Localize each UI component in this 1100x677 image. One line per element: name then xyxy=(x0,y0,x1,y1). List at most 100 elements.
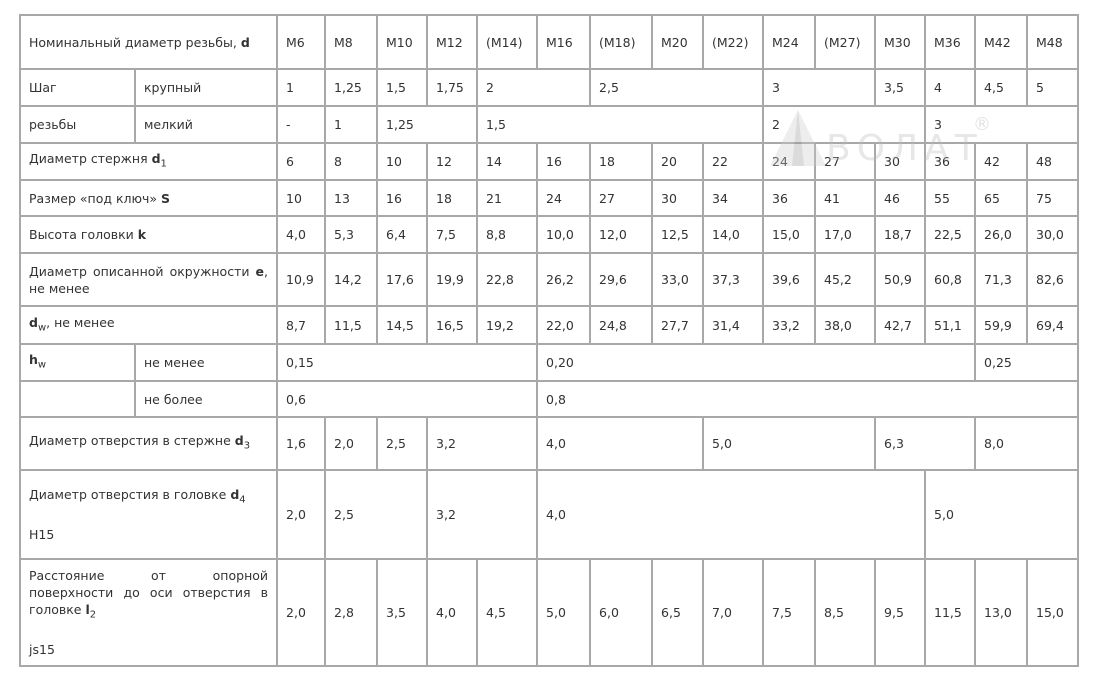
value-cell: 10 xyxy=(276,179,327,217)
row-label: Шаг xyxy=(19,68,136,107)
value-cell: 1,75 xyxy=(426,68,479,107)
subscript: 3 xyxy=(243,440,251,452)
value-cell: 5,0 xyxy=(924,469,1080,560)
value-cell: 2,5 xyxy=(324,469,429,560)
row-label: hw xyxy=(19,343,136,382)
value-cell: 16 xyxy=(536,142,592,181)
value-cell: 11,5 xyxy=(924,558,977,667)
value-cell: 6,5 xyxy=(651,558,705,667)
size-header: M24 xyxy=(762,14,817,70)
symbol: d xyxy=(230,487,240,503)
value-cell: 24,8 xyxy=(589,305,654,345)
label-suffix: , не менее xyxy=(29,263,269,296)
value-cell: 5,0 xyxy=(536,558,592,667)
label-text: Расстояние от опорной поверхности до оси… xyxy=(29,568,269,618)
value-cell: 7,0 xyxy=(702,558,765,667)
value-cell: 0,20 xyxy=(536,343,977,382)
value-cell: 19,2 xyxy=(476,305,539,345)
value-cell: 3,5 xyxy=(376,558,429,667)
value-cell: 5,3 xyxy=(324,215,379,254)
value-cell: 46 xyxy=(874,179,927,217)
value-cell: 19,9 xyxy=(426,252,479,307)
symbol: k xyxy=(137,227,147,242)
value-cell: 14,0 xyxy=(702,215,765,254)
size-header: M42 xyxy=(974,14,1029,70)
thread-dimensions-table: Номинальный диаметр резьбы, d M6 M8 M10 M12(… xyxy=(18,14,1080,667)
value-cell: 2,0 xyxy=(276,558,327,667)
size-header: (M27) xyxy=(814,14,877,70)
label-text: Диаметр отверстия в головке xyxy=(29,487,231,503)
value-cell: 31,4 xyxy=(702,305,765,345)
value-cell: 6,0 xyxy=(589,558,654,667)
symbol: d xyxy=(29,314,38,330)
value-cell: 3,5 xyxy=(874,68,927,107)
value-cell: 22,5 xyxy=(924,215,977,254)
value-cell: 14,5 xyxy=(376,305,429,345)
row-label: Диаметр отверстия в стержне d3 xyxy=(18,416,279,471)
label-text: Диаметр стержня xyxy=(29,151,152,167)
subscript: 2 xyxy=(89,609,97,621)
value-cell: 20 xyxy=(651,142,705,181)
tolerance: js15 xyxy=(29,641,55,657)
value-cell: 29,6 xyxy=(589,252,654,307)
value-cell: 30 xyxy=(651,179,705,217)
value-cell: 15,0 xyxy=(1026,558,1080,667)
row-label: Размер «под ключ» S xyxy=(18,179,279,217)
size-header: M6 xyxy=(276,14,327,70)
value-cell: 30,0 xyxy=(1026,215,1080,254)
value-cell: 30 xyxy=(874,142,927,181)
value-cell: 18,7 xyxy=(874,215,927,254)
value-cell: 1,25 xyxy=(324,68,379,107)
row-label: Расстояние от опорной поверхности до оси… xyxy=(18,558,279,667)
value-cell: 33,2 xyxy=(762,305,817,345)
label-suffix: , не менее xyxy=(46,314,115,330)
subscript: 1 xyxy=(160,158,167,170)
row-label: Диаметр описанной окружности e, не менее xyxy=(18,252,279,307)
value-cell: 21 xyxy=(476,179,539,217)
value-cell: 27,7 xyxy=(651,305,705,345)
label-text: не более xyxy=(144,391,203,407)
value-cell: 60,8 xyxy=(924,252,977,307)
value-cell: 38,0 xyxy=(814,305,877,345)
header-symbol: d xyxy=(240,34,250,50)
size-header: M8 xyxy=(324,14,379,70)
value-cell: 8 xyxy=(324,142,379,181)
row-label: Высота головки k xyxy=(18,215,279,254)
value-cell: 4,0 xyxy=(276,215,327,254)
value-cell: 12 xyxy=(426,142,479,181)
label-text: не менее xyxy=(144,355,205,370)
value-cell: 15,0 xyxy=(762,215,817,254)
size-header: (M14) xyxy=(476,14,539,70)
label-text: крупный xyxy=(144,80,202,95)
label-text: Высота головки xyxy=(29,227,138,242)
value-cell: 6,3 xyxy=(874,416,977,471)
label-text: Размер «под ключ» xyxy=(29,190,162,206)
row-label: мелкий xyxy=(133,105,279,144)
value-cell: 2,8 xyxy=(324,558,379,667)
symbol: l xyxy=(85,602,90,618)
value-cell: 4,0 xyxy=(536,469,927,560)
value-cell: 0,6 xyxy=(276,380,539,418)
value-cell: 48 xyxy=(1026,142,1080,181)
symbol: d xyxy=(151,151,161,167)
table-row: Размер «под ключ» S 10 13 16 18 21 24 27 30 34 36 4… xyxy=(18,179,1080,217)
value-cell: 22,0 xyxy=(536,305,592,345)
label-text: мелкий xyxy=(144,117,193,132)
size-header: M48 xyxy=(1026,14,1080,70)
value-cell: 4,0 xyxy=(536,416,705,471)
table-row: Шаг крупный 1 1,25 1,5 1,75 2 2,5 3 3,5 4 4,5 5 xyxy=(19,68,1080,107)
row-label: Диаметр стержня d1 xyxy=(18,142,279,181)
size-header: M30 xyxy=(874,14,927,70)
value-cell: 0,8 xyxy=(536,380,1080,418)
value-cell: 24 xyxy=(536,179,592,217)
value-cell: 1,5 xyxy=(376,68,429,107)
value-cell: 42 xyxy=(974,142,1029,181)
size-header: M12 xyxy=(426,14,479,70)
symbol: e xyxy=(255,263,265,279)
value-cell: 4 xyxy=(924,68,977,107)
value-cell: 2 xyxy=(476,68,592,107)
symbol: d xyxy=(234,433,244,449)
value-cell: 39,6 xyxy=(762,252,817,307)
symbol: h xyxy=(29,352,38,368)
table-row: hw не менее 0,15 0,20 0,25 xyxy=(19,343,1080,382)
